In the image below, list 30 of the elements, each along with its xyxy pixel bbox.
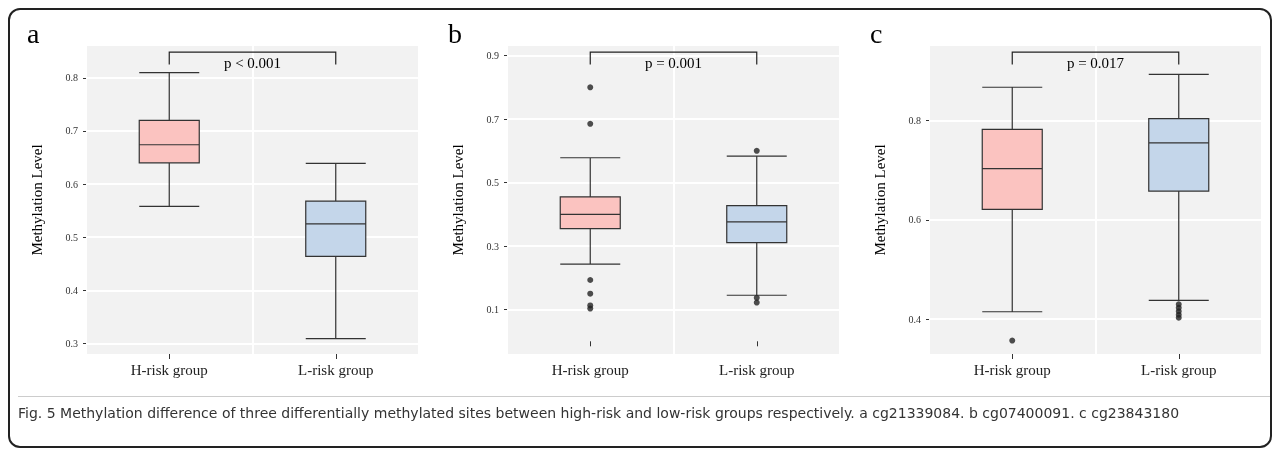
y-tick-label: 0.3 <box>486 240 500 252</box>
x-tick-label: L-risk group <box>298 361 374 378</box>
y-tick-label: 0.4 <box>908 313 921 325</box>
annotation: p < 0.001 <box>223 54 282 71</box>
y-tick-label: 0.8 <box>908 115 921 127</box>
y-axis-title: Methylation Level <box>449 144 466 256</box>
x-tick-label: H-risk group <box>973 361 1051 378</box>
x-tick-label: L-risk group <box>1140 361 1217 378</box>
y-tick-label: 0.6 <box>65 178 78 190</box>
annotation: p = 0.017 <box>1066 54 1125 71</box>
y-tick-label: 0.9 <box>486 50 500 62</box>
chart-title: a <box>27 17 40 49</box>
y-tick-label: 0.5 <box>65 231 78 243</box>
chart-title: c <box>869 17 883 49</box>
annotation: p = 0.001 <box>645 54 703 71</box>
y-axis-title: Methylation Level <box>28 144 45 256</box>
y-tick-label: 0.7 <box>65 125 78 137</box>
y-tick-label: 0.8 <box>65 72 78 84</box>
y-tick-label: 0.1 <box>486 304 500 316</box>
y-tick-label: 0.4 <box>65 284 78 296</box>
caption: Fig. 5 Methylation difference of three differentially methylated sites between high-risk and low-risk groups respectively. a cg21339084. b cg07400091. c cg23843180 <box>18 396 1270 423</box>
x-tick-label: L-risk group <box>719 361 795 378</box>
y-tick-label: 0.5 <box>486 177 500 189</box>
y-axis-title: Methylation Level <box>871 144 888 256</box>
y-tick-label: 0.3 <box>65 337 78 349</box>
y-tick-label: 0.6 <box>908 214 921 226</box>
chart-title: b <box>448 17 463 49</box>
y-tick-label: 0.7 <box>486 113 500 125</box>
x-tick-label: H-risk group <box>552 361 630 378</box>
x-tick-label: H-risk group <box>130 361 208 378</box>
